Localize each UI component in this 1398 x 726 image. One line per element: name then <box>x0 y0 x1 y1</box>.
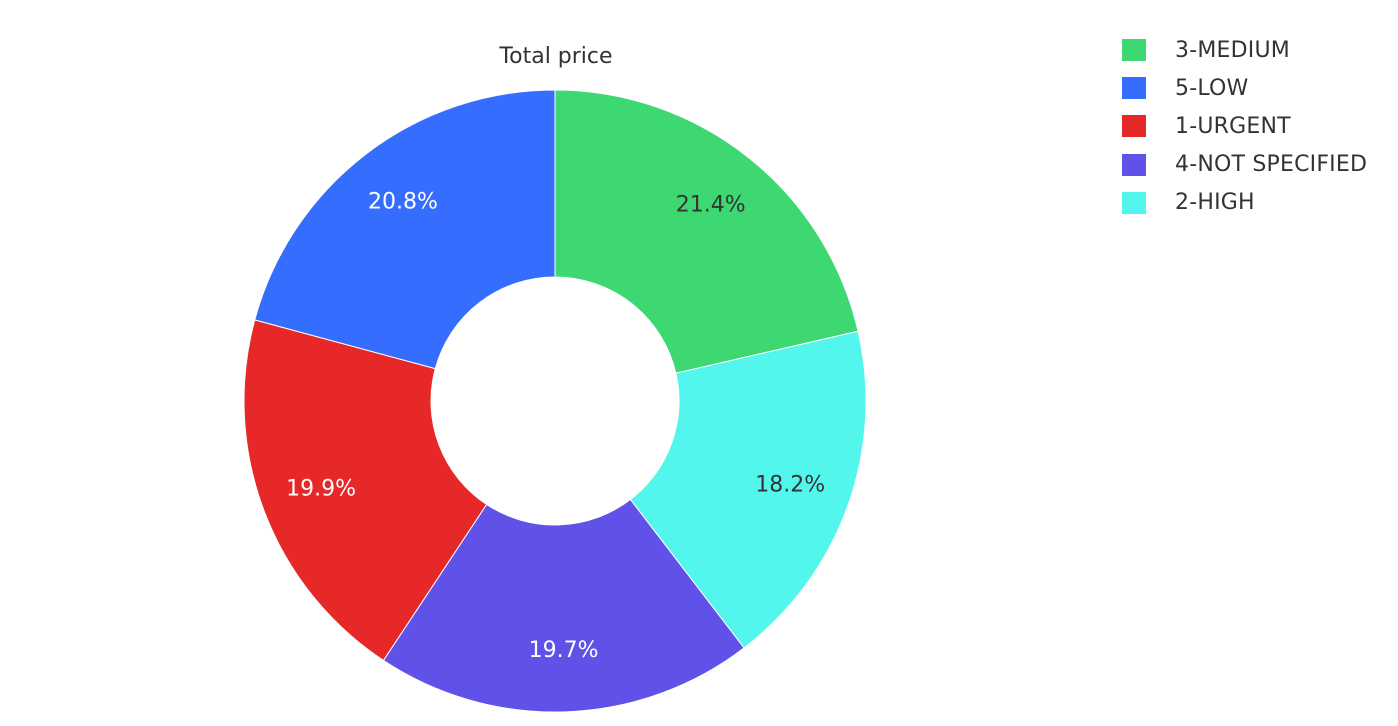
legend-item[interactable]: 2-HIGH <box>1122 184 1367 222</box>
slice-label: 19.9% <box>286 476 356 501</box>
legend-item[interactable]: 5-LOW <box>1122 69 1367 107</box>
legend-label: 5-LOW <box>1175 75 1249 101</box>
legend-swatch <box>1122 115 1146 138</box>
legend-swatch <box>1122 191 1146 214</box>
legend-item[interactable]: 3-MEDIUM <box>1122 31 1367 69</box>
legend-swatch <box>1122 77 1146 100</box>
legend-label: 2-HIGH <box>1175 190 1255 216</box>
legend-label: 1-URGENT <box>1175 113 1291 139</box>
slice-label: 20.8% <box>368 190 438 215</box>
legend-swatch <box>1122 153 1146 176</box>
legend-item[interactable]: 1-URGENT <box>1122 107 1367 145</box>
pie-slice[interactable] <box>382 498 745 713</box>
slice-label: 18.2% <box>755 473 825 498</box>
legend-label: 4-NOT SPECIFIED <box>1175 152 1368 178</box>
pie-slice[interactable] <box>629 330 867 649</box>
pie-slice[interactable] <box>243 319 488 662</box>
slice-label: 21.4% <box>676 192 746 217</box>
legend-label: 3-MEDIUM <box>1175 37 1290 63</box>
slice-label: 19.7% <box>529 638 599 663</box>
pie-slice[interactable] <box>554 89 859 374</box>
legend-swatch <box>1122 39 1146 62</box>
pie-slice[interactable] <box>254 89 556 370</box>
chart-title: Total price <box>499 44 613 69</box>
chart-legend: 3-MEDIUM 5-LOW 1-URGENT 4-NOT SPECIFIED … <box>1122 31 1367 222</box>
legend-item[interactable]: 4-NOT SPECIFIED <box>1122 146 1367 184</box>
